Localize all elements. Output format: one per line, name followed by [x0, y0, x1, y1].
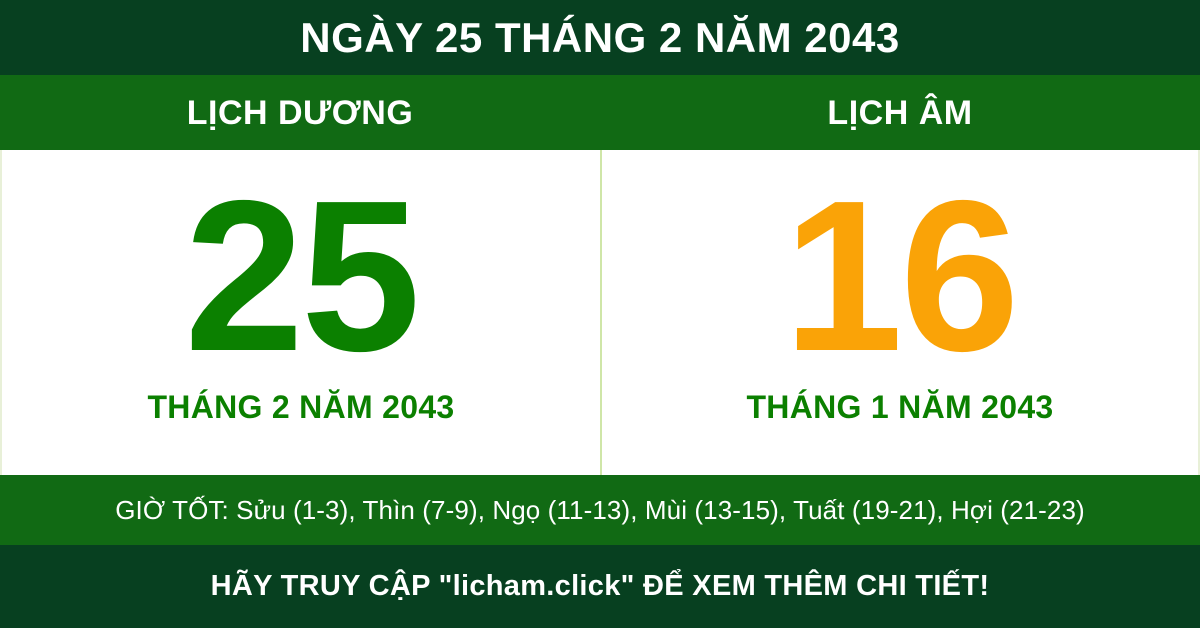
good-hours-text: GIỜ TỐT: Sửu (1-3), Thìn (7-9), Ngọ (11-… [115, 495, 1085, 525]
footer-band: HÃY TRUY CẬP "licham.click" ĐỂ XEM THÊM … [0, 545, 1200, 628]
lunar-day-panel: 16 THÁNG 1 NĂM 2043 [600, 150, 1198, 475]
date-title-band: NGÀY 25 THÁNG 2 NĂM 2043 [0, 0, 1200, 75]
calendar-body: 25 THÁNG 2 NĂM 2043 16 THÁNG 1 NĂM 2043 [0, 150, 1200, 475]
lunar-heading-label: LỊCH ÂM [827, 93, 973, 132]
lunar-day-number: 16 [783, 155, 1019, 397]
solar-month-year-label: THÁNG 2 NĂM 2043 [147, 388, 455, 425]
lunar-column-heading: LỊCH ÂM [600, 75, 1200, 150]
solar-heading-label: LỊCH DƯƠNG [186, 93, 414, 132]
solar-day-number: 25 [184, 155, 420, 397]
page-title: NGÀY 25 THÁNG 2 NĂM 2043 [300, 13, 900, 61]
calendar-column-headings: LỊCH DƯƠNG LỊCH ÂM [0, 75, 1200, 150]
lunar-month-year-label: THÁNG 1 NĂM 2043 [746, 388, 1054, 425]
footer-callout-text: HÃY TRUY CẬP "licham.click" ĐỂ XEM THÊM … [210, 570, 990, 602]
solar-column-heading: LỊCH DƯƠNG [0, 75, 600, 150]
solar-day-panel: 25 THÁNG 2 NĂM 2043 [2, 150, 600, 475]
good-hours-band: GIỜ TỐT: Sửu (1-3), Thìn (7-9), Ngọ (11-… [0, 475, 1200, 545]
